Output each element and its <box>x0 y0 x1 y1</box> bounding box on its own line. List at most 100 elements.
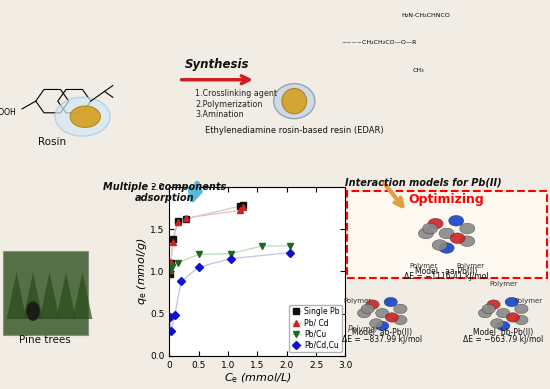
Pb/Cu <box>259 244 266 248</box>
Circle shape <box>376 308 389 318</box>
Circle shape <box>384 297 397 307</box>
Circle shape <box>497 308 510 318</box>
Circle shape <box>506 313 520 322</box>
Line: Pb/Cu: Pb/Cu <box>167 242 293 275</box>
Circle shape <box>478 308 492 318</box>
Circle shape <box>505 297 518 307</box>
Circle shape <box>358 308 371 318</box>
Pb/ Cd <box>174 220 181 224</box>
Circle shape <box>460 236 475 247</box>
Ellipse shape <box>55 97 110 136</box>
Circle shape <box>432 240 447 251</box>
Circle shape <box>487 300 500 309</box>
Single Pb <box>239 203 246 208</box>
Circle shape <box>439 243 454 253</box>
Text: CH₃: CH₃ <box>412 68 424 72</box>
Single Pb <box>168 261 174 265</box>
Line: Single Pb: Single Pb <box>167 202 246 277</box>
Pb/Cd,Cu <box>287 251 293 255</box>
Single Pb <box>169 237 176 242</box>
Text: Model  ab-Pb(II): Model ab-Pb(II) <box>352 328 412 337</box>
Text: Polymer: Polymer <box>343 298 372 305</box>
Circle shape <box>422 223 438 234</box>
Pb/Cu <box>167 269 173 274</box>
Single Pb <box>174 218 181 223</box>
FancyBboxPatch shape <box>3 251 88 335</box>
Circle shape <box>449 216 464 226</box>
Single Pb <box>236 204 243 209</box>
Legend: Single Pb, Pb/ Cd, Pb/Cu, Pb/Cd,Cu: Single Pb, Pb/ Cd, Pb/Cu, Pb/Cd,Cu <box>289 305 342 352</box>
Circle shape <box>394 304 407 314</box>
Circle shape <box>515 304 528 314</box>
Ellipse shape <box>70 106 100 128</box>
Pb/ Cd <box>239 205 246 209</box>
Pb/Cu <box>169 265 175 270</box>
Text: Model  bb-Pb(II): Model bb-Pb(II) <box>473 328 534 337</box>
Text: Multiple - components
adsorption: Multiple - components adsorption <box>103 182 227 203</box>
Pb/Cu <box>195 252 202 257</box>
Pb/Cd,Cu <box>178 279 184 284</box>
Pb/ Cd <box>183 216 189 220</box>
Text: ~~~~CH₂CH₂CO—O—R: ~~~~CH₂CH₂CO—O—R <box>341 40 416 45</box>
Text: Polymer: Polymer <box>456 263 485 270</box>
Ellipse shape <box>274 84 315 119</box>
Pb/ Cd <box>168 260 174 265</box>
Text: Optimizing: Optimizing <box>409 193 485 206</box>
Polygon shape <box>7 272 26 319</box>
Pb/Cd,Cu <box>228 256 234 261</box>
Pb/Cu <box>287 244 293 248</box>
Circle shape <box>439 228 454 239</box>
Text: Rosin: Rosin <box>38 137 67 147</box>
Circle shape <box>450 233 465 244</box>
Circle shape <box>497 321 510 331</box>
Pb/Cu <box>228 251 234 256</box>
Circle shape <box>482 304 496 314</box>
Text: Model   aa-Pb(II): Model aa-Pb(II) <box>415 266 478 276</box>
Pb/Cd,Cu <box>172 313 178 318</box>
Text: Interaction models for Pb(II): Interaction models for Pb(II) <box>345 178 502 188</box>
Circle shape <box>428 218 443 229</box>
Text: ΔE = −663.79 kJ/mol: ΔE = −663.79 kJ/mol <box>463 335 543 344</box>
Circle shape <box>460 223 475 234</box>
Text: ΔE = −1116.41 kJ/mol: ΔE = −1116.41 kJ/mol <box>404 272 489 281</box>
Single Pb <box>183 217 189 221</box>
Text: Polymer: Polymer <box>489 281 518 287</box>
Circle shape <box>419 228 433 239</box>
Text: H₂N·CH₂CHNCO: H₂N·CH₂CHNCO <box>402 13 450 18</box>
Pb/Cu <box>174 261 181 265</box>
Ellipse shape <box>282 89 307 114</box>
Text: Synthesis: Synthesis <box>185 58 250 71</box>
Y-axis label: $q_{\rm e}$ (mmol/g): $q_{\rm e}$ (mmol/g) <box>135 238 148 305</box>
Line: Pb/Cd,Cu: Pb/Cd,Cu <box>167 250 293 334</box>
Line: Pb/ Cd: Pb/ Cd <box>167 203 246 273</box>
Polygon shape <box>56 272 76 319</box>
Pb/Cd,Cu <box>167 315 173 319</box>
Single Pb <box>167 272 173 276</box>
Circle shape <box>370 319 383 328</box>
Text: Pine trees: Pine trees <box>19 335 71 345</box>
Pb/ Cd <box>169 239 176 244</box>
Pb/ Cd <box>236 208 243 213</box>
Polygon shape <box>23 272 43 319</box>
Circle shape <box>394 315 407 325</box>
Text: 1.Crosslinking agent
2.Polymerization
3.Amination: 1.Crosslinking agent 2.Polymerization 3.… <box>195 89 277 119</box>
Pb/ Cd <box>167 267 173 272</box>
Polygon shape <box>40 272 59 319</box>
Polygon shape <box>73 272 92 319</box>
Pb/Cd,Cu <box>195 265 202 270</box>
Circle shape <box>366 300 379 309</box>
Text: COOH: COOH <box>0 108 16 117</box>
Ellipse shape <box>26 301 40 321</box>
Text: Ethylenediamine rosin-based resin (EDAR): Ethylenediamine rosin-based resin (EDAR) <box>205 126 383 135</box>
Pb/Cd,Cu <box>168 329 174 334</box>
Text: Polymer: Polymer <box>409 263 438 270</box>
Text: Polymer: Polymer <box>514 298 542 305</box>
Text: Polymer: Polymer <box>348 325 379 335</box>
Circle shape <box>361 304 375 314</box>
FancyBboxPatch shape <box>346 191 547 278</box>
X-axis label: $C_{\rm e}$ (mmol/L): $C_{\rm e}$ (mmol/L) <box>224 371 291 385</box>
Circle shape <box>376 321 389 331</box>
Text: ΔE = −837.99 kJ/mol: ΔE = −837.99 kJ/mol <box>342 335 422 344</box>
Circle shape <box>385 313 399 322</box>
Circle shape <box>515 315 528 325</box>
